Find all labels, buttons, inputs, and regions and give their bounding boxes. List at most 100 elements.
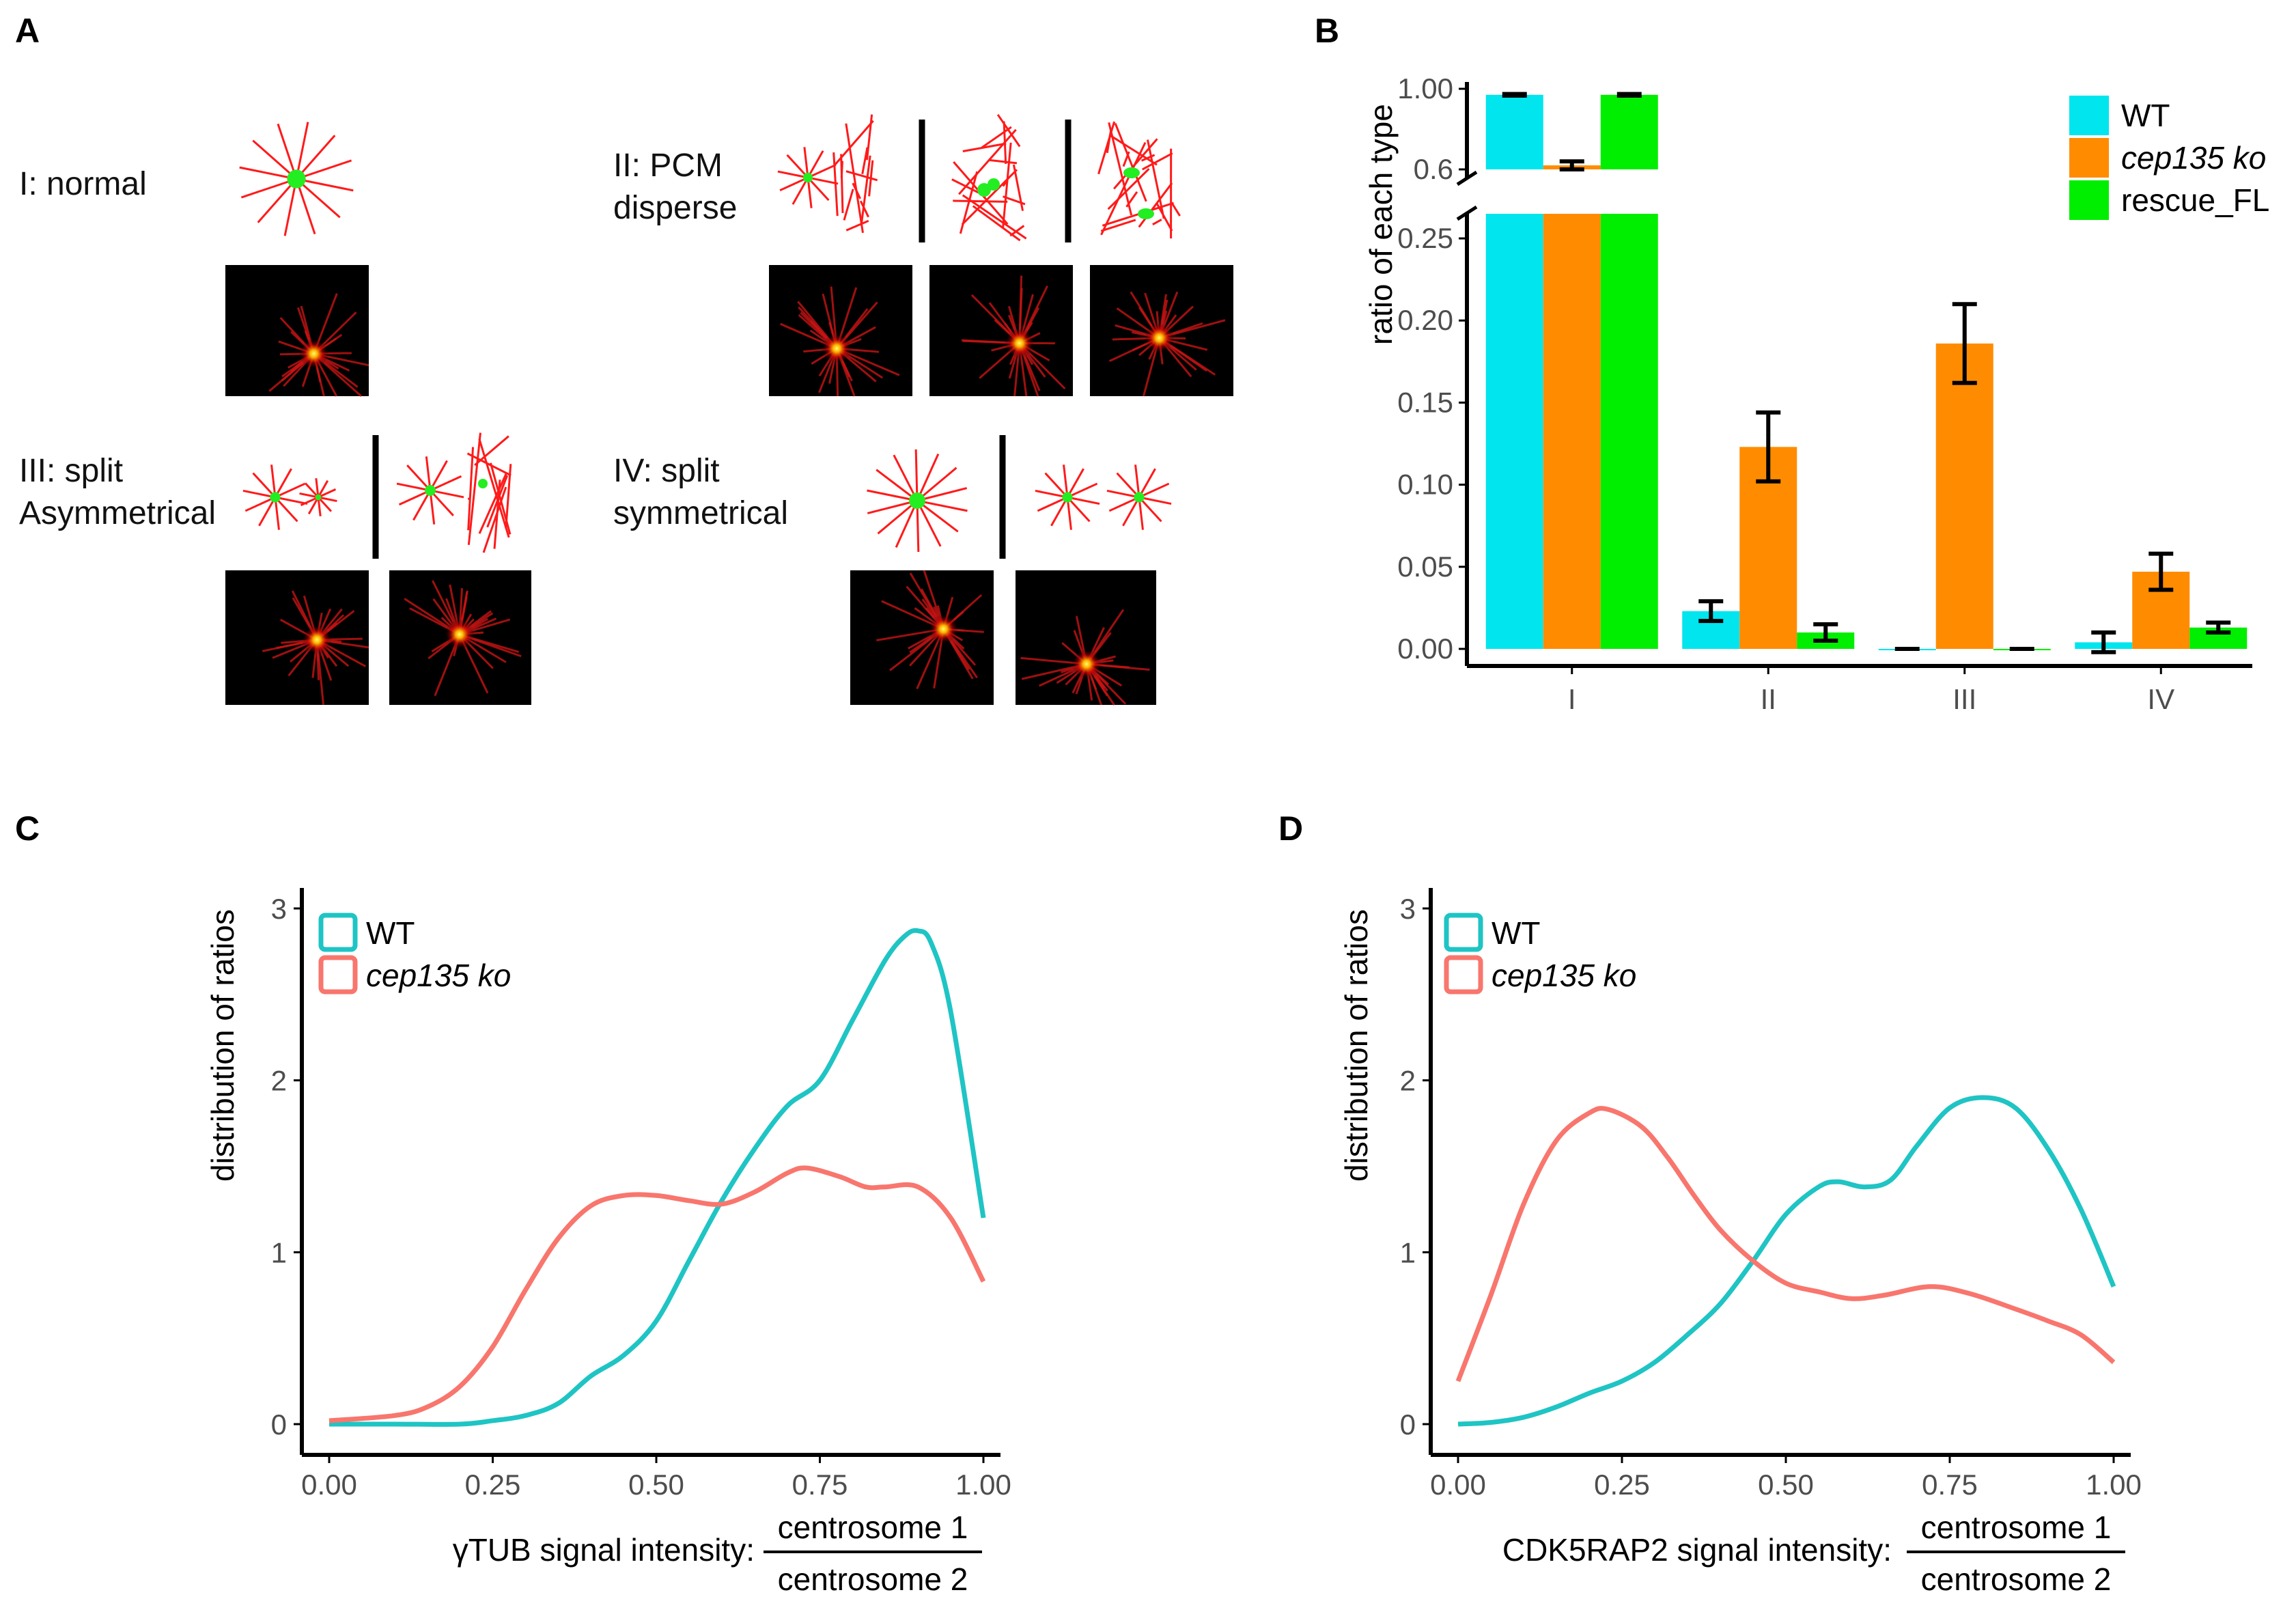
c-line-cep135-ko [328,1165,986,1423]
d-fraction-numerator: centrosome 1 [1921,1510,2112,1545]
error-bar [1502,92,1527,98]
micrograph-iii-b [389,570,531,705]
bar-WT-I-upper [1485,94,1543,169]
b-x-tick-label: I [1568,683,1576,715]
b-y-axis-title: ratio of each type [1363,104,1399,345]
error-bar [1698,599,1724,624]
micrograph-ii-a [769,265,912,397]
d-y-tick-label: 3 [1400,893,1416,925]
b-axis-break-bottom [1456,205,1478,221]
panel-c-letter: C [15,809,40,848]
c-y-tick-label: 0 [271,1408,287,1441]
micrograph-ii-c [1090,265,1233,397]
error-bar [1616,92,1642,98]
b-y-tick-label-upper: 1.00 [1397,72,1453,105]
c-y-tick-label: 2 [271,1065,287,1097]
d-fraction-denominator: centrosome 2 [1921,1561,2112,1597]
d-y-tick-label: 2 [1400,1065,1416,1097]
d-x-tick-label: 0.75 [1922,1469,1978,1501]
b-y-tick-label: 0.15 [1397,386,1453,418]
micrograph-images [225,265,1233,706]
c-x-tick-label: 0.25 [465,1469,521,1501]
d-line-cep135-ko [1455,1106,2116,1382]
legend-label-WT: WT [2121,98,2170,133]
micrograph-iii-a [225,570,369,705]
bar-cep135-ko-I [1543,214,1601,649]
aster-iv-a [1035,464,1100,530]
c-legend-key-WT [318,913,358,952]
density-chart-c: 0 1 2 3 0.00 0.25 0.50 0.75 1.00 WT cep135 ko [271,888,1011,1501]
b-x-tick-label: IV [2147,683,2174,715]
b-y-tick-label-upper: 0.6 [1414,153,1453,185]
d-legend-label-cep135-ko: cep135 ko [1492,958,1636,993]
d-y-tick-label: 1 [1400,1236,1416,1268]
b-axis-break-top [1456,170,1478,186]
legend-swatch-WT [2069,96,2109,135]
micrograph-iv-b [1016,570,1156,706]
micrograph-iv-a [850,570,994,705]
d-legend-key-cep135-ko [1444,955,1483,995]
pcm-scribble-iii [466,432,512,553]
panel-d-letter: D [1278,809,1303,848]
category-iii-label-line2: Asymmetrical [19,495,216,531]
panel-b: B ratio of each type 0.00 0.05 0.10 0.15 0.2… [1315,12,2269,715]
category-ii-label-line2: disperse [613,190,737,226]
c-x-tick-label: 0.50 [628,1469,684,1501]
c-legend-label-WT: WT [366,915,415,951]
bar-WT-I [1485,214,1543,649]
micrograph-ii-b [929,265,1073,397]
panel-a: A I: normal II: PCM disperse III: split … [15,12,1233,706]
legend-label-cep135-ko: cep135 ko [2121,140,2266,176]
error-bar [2148,551,2174,592]
error-bar [1952,302,1977,385]
pcm-scribble-ii-a [832,114,878,234]
legend-swatch-rescue_FL [2069,180,2109,220]
aster-iii-small [299,478,337,516]
d-x-tick-label: 0.25 [1594,1469,1650,1501]
category-iv-label-line2: symmetrical [613,495,788,531]
category-i-label: I: normal [19,166,147,202]
c-x-tick-label: 0.00 [301,1469,357,1501]
legend-swatch-cep135-ko [2069,138,2109,178]
error-bar [1756,410,1781,484]
error-bar [2091,630,2116,654]
error-bar [1559,159,1584,171]
category-ii-label-line1: II: PCM [613,148,723,184]
c-legend-key-cep135-ko [318,955,358,995]
aster-iv-split [867,449,968,553]
d-line-WT [1457,1095,2116,1427]
b-x-tick-label: III [1952,683,1976,715]
aster-iv-b [1106,464,1172,530]
panel-d: D distribution of ratios 0 1 2 3 0.00 0.25 0.5… [1278,809,2142,1597]
d-x-tick-label: 0.50 [1758,1469,1814,1501]
b-x-tick-label: II [1761,683,1776,715]
error-bar [2206,620,2231,635]
micrograph-i [225,265,369,398]
aster-ii-small [777,147,839,208]
error-bar [1813,622,1838,643]
aster-cartoons [239,113,1181,553]
bar-rescue_FL-I-upper [1600,94,1658,169]
d-y-axis-title: distribution of ratios [1339,909,1374,1182]
c-x-axis-prefix: γTUB signal intensity: [453,1532,755,1568]
category-iii-label-line1: III: split [19,453,123,489]
density-chart-d: 0 1 2 3 0.00 0.25 0.50 0.75 1.00 WT cep135 ko [1400,888,2142,1501]
c-fraction-numerator: centrosome 1 [778,1510,968,1545]
aster-normal [239,122,354,236]
b-y-tick-label: 0.00 [1397,632,1453,665]
d-y-tick-label: 0 [1400,1408,1416,1441]
b-y-tick-label: 0.20 [1397,304,1453,336]
d-x-axis-prefix: CDK5RAP2 signal intensity: [1502,1532,1892,1568]
panel-a-letter: A [15,12,40,50]
category-iv-label-line1: IV: split [613,453,720,489]
c-y-axis-title: distribution of ratios [205,909,240,1182]
d-x-tick-label: 1.00 [2086,1469,2142,1501]
d-x-tick-label: 0.00 [1430,1469,1486,1501]
bar-chart-b: 0.000.050.100.150.200.251.000.6I II III IVW… [1397,72,2269,715]
c-y-tick-label: 1 [271,1236,287,1268]
aster-iii-right [396,456,464,525]
b-y-tick-label: 0.05 [1397,551,1453,583]
c-x-tick-label: 1.00 [955,1469,1011,1501]
d-legend-label-WT: WT [1492,915,1541,951]
c-legend-label-cep135-ko: cep135 ko [366,958,511,993]
